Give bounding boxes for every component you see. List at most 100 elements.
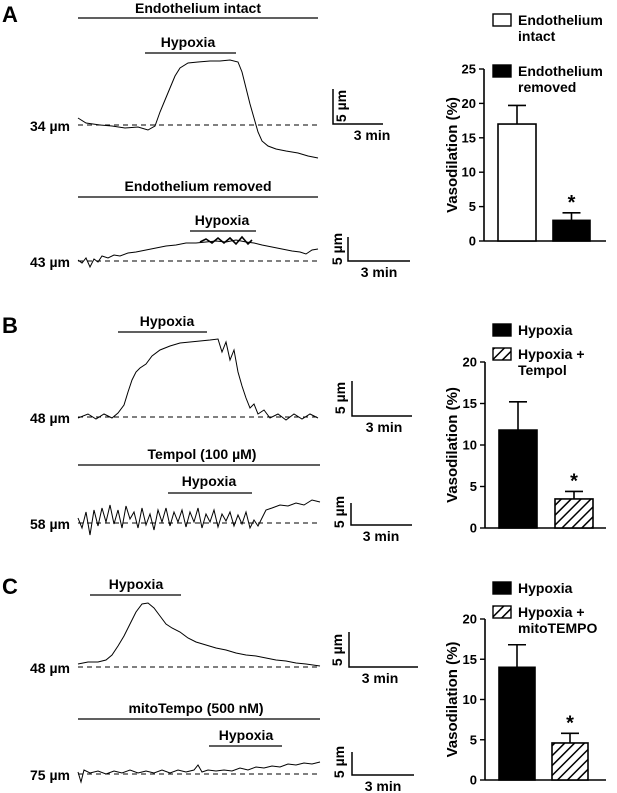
legend-label-line: Endothelium — [518, 12, 603, 28]
baseline-label: 48 µm — [30, 410, 70, 426]
legend-label-line: intact — [518, 28, 556, 44]
scale-x-label: 3 min — [363, 528, 400, 544]
baseline-label: 75 µm — [30, 767, 70, 783]
legend-swatch — [492, 64, 512, 78]
trace-c2: mitoTempo (500 nM) Hypoxia 75 µm 5 µm 3 … — [30, 700, 414, 793]
bar — [497, 123, 537, 242]
trace-b2: Tempol (100 µM) Hypoxia 58 µm 5 µm 3 min — [30, 446, 412, 544]
significance-star: * — [570, 470, 578, 492]
scale-x-label: 3 min — [354, 127, 391, 143]
legend-label-line: Hypoxia + — [518, 346, 585, 362]
legend-swatch — [492, 13, 512, 27]
trace-title: mitoTempo (500 nM) — [128, 700, 263, 716]
bar — [554, 498, 594, 529]
baseline-label: 43 µm — [30, 254, 70, 270]
bar — [498, 666, 536, 781]
diameter-trace — [77, 602, 321, 667]
trace-a1: Endothelium intact Hypoxia 34 µm 5 µm 3 … — [30, 0, 391, 159]
y-tick-label: 20 — [463, 612, 477, 627]
panel-letter-a: A — [2, 2, 18, 27]
stimulus-label: Hypoxia — [161, 34, 216, 50]
y-tick-label: 10 — [463, 438, 477, 453]
scale-bar — [350, 503, 412, 526]
scale-y-label: 5 µm — [333, 90, 349, 122]
y-tick-label: 0 — [469, 234, 476, 249]
y-tick-label: 15 — [463, 396, 477, 411]
scale-y-label: 5 µm — [329, 634, 345, 666]
legend-label-line: Endothelium — [518, 63, 603, 79]
trace-b1: Hypoxia 48 µm 5 µm 3 min — [30, 313, 412, 435]
scale-bar — [351, 752, 414, 776]
y-tick-label: 0 — [470, 521, 477, 536]
legend-label: Endothelium removed — [518, 63, 603, 95]
diameter-trace — [77, 59, 319, 159]
legend-label-line: Tempol — [518, 362, 567, 378]
legend-label-line: Hypoxia — [518, 580, 573, 596]
scale-y-label: 5 µm — [329, 233, 345, 265]
y-axis-label: Vasodilation (%) — [444, 642, 461, 758]
baseline-label: 48 µm — [30, 660, 70, 676]
trace-a2: Endothelium removed Hypoxia 43 µm 5 µm 3… — [30, 178, 410, 280]
significance-star: * — [566, 712, 574, 734]
legend-label: Hypoxia — [518, 580, 573, 596]
significance-star: * — [568, 192, 576, 214]
legend-label-line: Hypoxia — [518, 322, 573, 338]
stimulus-label: Hypoxia — [109, 576, 164, 592]
stimulus-label: Hypoxia — [140, 313, 195, 329]
y-tick-label: 0 — [470, 773, 477, 788]
y-tick-label: 5 — [470, 479, 477, 494]
y-axis-label: Vasodilation (%) — [444, 97, 461, 213]
stimulus-label: Hypoxia — [195, 212, 250, 228]
trace-noise — [199, 235, 253, 246]
y-tick-label: 15 — [463, 652, 477, 667]
y-tick-label: 20 — [462, 96, 476, 111]
y-axis-label: Vasodilation (%) — [444, 387, 461, 503]
y-tick-label: 15 — [462, 130, 476, 145]
legend-label: Hypoxia — [518, 322, 573, 338]
scale-x-label: 3 min — [361, 264, 398, 280]
scale-bar — [332, 89, 383, 125]
scale-y-label: 5 µm — [331, 746, 347, 778]
stimulus-label: Hypoxia — [219, 727, 274, 743]
scale-bar — [348, 632, 418, 668]
legend-swatch — [492, 581, 512, 595]
panel-letter-c: C — [2, 574, 18, 599]
trace-title: Endothelium intact — [135, 0, 261, 16]
bar-chart-b: 0 5 10 15 20 Vasodilation (%) * Hypoxia Hypoxia … — [444, 322, 606, 536]
legend-swatch — [492, 605, 512, 619]
stimulus-label: Hypoxia — [182, 473, 237, 489]
diameter-trace — [77, 338, 319, 421]
y-tick-label: 5 — [469, 199, 476, 214]
y-tick-label: 25 — [462, 62, 476, 77]
scale-x-label: 3 min — [366, 419, 403, 435]
y-tick-label: 10 — [463, 692, 477, 707]
trace-title: Endothelium removed — [124, 178, 271, 194]
panel-letter-b: B — [2, 313, 18, 338]
baseline-label: 58 µm — [30, 516, 70, 532]
bar — [551, 742, 589, 781]
bar — [498, 429, 538, 529]
legend-label-line: removed — [518, 79, 576, 95]
legend-label-line: mitoTEMPO — [518, 620, 597, 636]
diameter-trace — [77, 499, 321, 536]
legend-label: Hypoxia + Tempol — [518, 346, 585, 378]
legend-label: Hypoxia + mitoTEMPO — [518, 604, 597, 636]
scale-x-label: 3 min — [362, 670, 399, 686]
scale-bar — [347, 237, 410, 262]
trace-title: Tempol (100 µM) — [148, 446, 257, 462]
scale-bar — [351, 381, 412, 417]
y-tick-label: 5 — [470, 732, 477, 747]
y-tick-label: 10 — [462, 165, 476, 180]
scale-y-label: 5 µm — [332, 382, 348, 414]
legend-label-line: Hypoxia + — [518, 604, 585, 620]
diameter-trace — [77, 761, 321, 784]
scale-x-label: 3 min — [365, 778, 402, 793]
bar — [552, 219, 591, 242]
diameter-trace — [77, 239, 319, 269]
trace-c1: Hypoxia 48 µm 5 µm 3 min — [30, 576, 418, 686]
baseline-label: 34 µm — [30, 118, 70, 134]
legend-swatch — [492, 323, 512, 337]
